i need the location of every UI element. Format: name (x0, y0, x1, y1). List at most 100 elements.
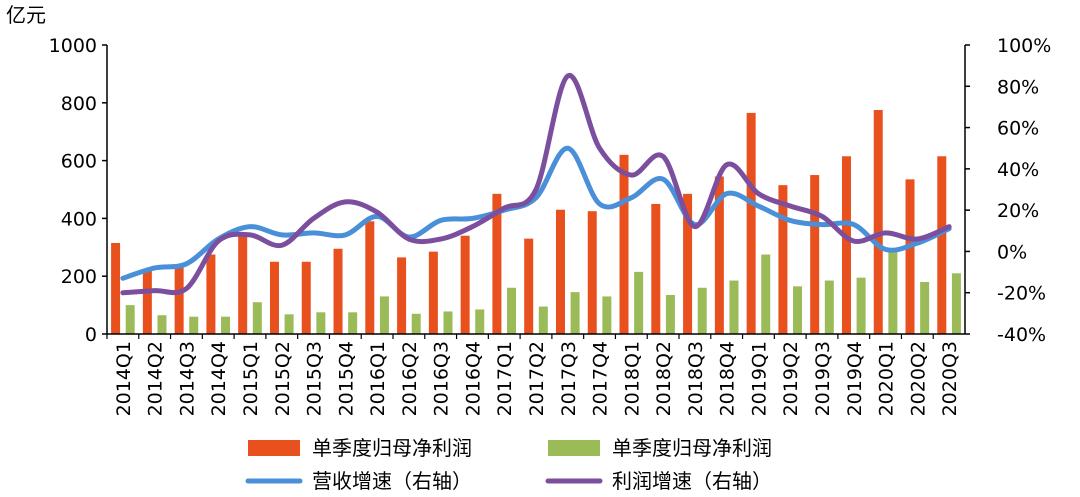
x-tick-label: 2018Q1 (621, 341, 643, 416)
bar-green-2017Q1 (507, 287, 517, 334)
axes-group (106, 45, 966, 335)
x-tick-label: 2019Q1 (748, 341, 770, 416)
bar-orange-2015Q4 (333, 248, 343, 334)
legend-orange-bar-label: 单季度归母净利润 (312, 436, 472, 460)
x-tick-label: 2020Q3 (939, 341, 961, 416)
bar-green-2018Q3 (697, 287, 707, 334)
right-tick-label: 80% (997, 76, 1039, 98)
bar-green-2014Q1 (125, 305, 135, 334)
bar-green-2014Q4 (221, 316, 231, 334)
x-tick-label: 2020Q1 (876, 341, 898, 416)
x-tick-label: 2018Q2 (653, 341, 675, 416)
x-tick-label: 2020Q2 (907, 341, 929, 416)
x-tick-label: 2015Q2 (272, 341, 294, 416)
bar-orange-2016Q1 (365, 221, 375, 334)
bar-orange-2015Q1 (238, 234, 248, 334)
bar-green-2018Q1 (634, 271, 644, 334)
x-tick-label: 2015Q4 (335, 341, 357, 416)
bar-green-2016Q4 (475, 309, 485, 334)
x-tick-label: 2017Q1 (494, 341, 516, 416)
bar-green-2016Q1 (379, 296, 389, 334)
left-tick-label: 400 (61, 208, 97, 230)
x-tick-label: 2015Q3 (304, 341, 326, 416)
bar-orange-2015Q3 (301, 261, 311, 334)
x-tick-label: 2017Q2 (526, 341, 548, 416)
bar-orange-2016Q2 (397, 257, 407, 334)
legend-green-bar-swatch (548, 440, 600, 456)
bar-orange-2016Q4 (460, 235, 470, 334)
bar-orange-2019Q2 (778, 185, 788, 334)
legend-revenue-growth-label: 营收增速（右轴） (312, 469, 472, 493)
bar-orange-2020Q1 (873, 110, 883, 334)
x-tick-label: 2014Q1 (113, 341, 135, 416)
bar-green-2015Q2 (284, 314, 294, 334)
x-tick-label: 2017Q4 (590, 341, 612, 416)
bar-orange-2020Q3 (937, 156, 947, 334)
right-tick-label: 40% (997, 159, 1039, 181)
x-tick-label: 2016Q3 (431, 341, 453, 416)
bar-series-group (111, 110, 961, 334)
bar-green-2020Q1 (888, 250, 898, 334)
bar-orange-2018Q3 (683, 193, 693, 334)
bar-green-2019Q2 (793, 286, 803, 334)
left-tick-label: 600 (61, 151, 97, 173)
x-tick-label: 2018Q4 (717, 341, 739, 416)
left-tick-label: 0 (85, 324, 97, 346)
bar-green-2018Q2 (665, 294, 675, 334)
bar-orange-2019Q4 (841, 156, 851, 334)
left-tick-label: 800 (61, 93, 97, 115)
bar-orange-2018Q4 (714, 176, 724, 334)
legend-orange-bar-swatch (248, 440, 300, 456)
bar-orange-2018Q2 (651, 203, 661, 334)
left-tick-label: 200 (61, 266, 97, 288)
ticks-group: 0 200 400 600 800 1000 -40% -20% 0% 20% 40% 60% 80% 1… (49, 35, 1052, 416)
bar-orange-2019Q3 (810, 175, 820, 334)
bar-orange-2017Q1 (492, 193, 502, 334)
bar-green-2014Q2 (157, 315, 167, 334)
x-tick-label: 2016Q4 (462, 341, 484, 416)
bar-green-2017Q4 (602, 296, 612, 334)
bar-orange-2016Q3 (428, 251, 438, 334)
line-revenue-growth (120, 145, 952, 281)
bar-green-2015Q1 (252, 302, 262, 334)
bar-green-2019Q1 (761, 254, 771, 334)
bar-orange-2019Q1 (746, 112, 756, 334)
x-tick-label: 2019Q3 (812, 341, 834, 416)
x-tick-label: 2017Q3 (558, 341, 580, 416)
bar-green-2014Q3 (189, 316, 199, 334)
bar-orange-2014Q2 (142, 270, 152, 334)
x-tick-label: 2019Q2 (780, 341, 802, 416)
line-series-group (120, 73, 952, 296)
legend-profit-growth-label: 利润增速（右轴） (612, 469, 772, 493)
bar-green-2016Q2 (411, 313, 421, 334)
bar-orange-2015Q2 (269, 261, 279, 334)
bar-green-2020Q3 (951, 273, 961, 334)
bar-orange-2018Q1 (619, 154, 629, 334)
bar-green-2019Q3 (824, 280, 834, 334)
bar-orange-2014Q1 (111, 242, 121, 334)
right-tick-label: 100% (997, 35, 1051, 57)
bar-green-2016Q3 (443, 311, 453, 334)
left-axis-unit: 亿元 (6, 3, 46, 27)
right-tick-label: 20% (997, 200, 1039, 222)
bar-orange-2017Q3 (555, 209, 565, 334)
line-profit-growth (120, 73, 952, 296)
bar-green-2015Q4 (348, 312, 358, 334)
right-tick-label: -20% (997, 283, 1046, 305)
bar-orange-2014Q4 (206, 254, 216, 334)
left-tick-label: 1000 (49, 35, 97, 57)
bar-green-2017Q3 (570, 292, 580, 334)
right-tick-label: -40% (997, 324, 1046, 346)
bar-orange-2017Q2 (524, 238, 534, 334)
right-tick-label: 0% (997, 241, 1027, 263)
x-tick-label: 2019Q4 (844, 341, 866, 416)
bar-orange-2014Q3 (174, 267, 184, 334)
x-tick-label: 2015Q1 (240, 341, 262, 416)
legend-green-bar-label: 单季度归母净利润 (612, 436, 772, 460)
bar-green-2019Q4 (856, 277, 866, 334)
bar-green-2015Q3 (316, 312, 326, 334)
x-tick-label: 2018Q3 (685, 341, 707, 416)
x-tick-label: 2014Q3 (176, 341, 198, 416)
